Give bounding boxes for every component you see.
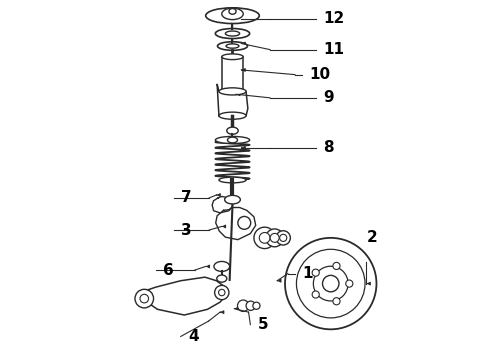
Circle shape (253, 302, 260, 309)
Text: 9: 9 (323, 90, 334, 105)
Circle shape (312, 269, 319, 276)
Ellipse shape (227, 127, 238, 134)
Polygon shape (222, 57, 243, 91)
Polygon shape (212, 197, 232, 213)
Circle shape (266, 229, 284, 247)
Ellipse shape (217, 275, 227, 282)
Ellipse shape (214, 261, 230, 271)
Circle shape (259, 233, 270, 243)
Text: 3: 3 (181, 222, 191, 238)
Ellipse shape (229, 9, 236, 14)
Circle shape (140, 294, 148, 303)
Circle shape (238, 216, 251, 229)
Circle shape (333, 298, 340, 305)
Text: 6: 6 (163, 262, 173, 278)
Circle shape (276, 231, 291, 245)
Ellipse shape (222, 8, 243, 19)
Text: 4: 4 (188, 329, 198, 344)
Circle shape (270, 233, 279, 242)
Circle shape (280, 234, 287, 242)
Circle shape (135, 289, 153, 308)
Circle shape (215, 285, 229, 300)
Text: 5: 5 (258, 317, 268, 332)
Circle shape (346, 280, 353, 287)
Circle shape (333, 262, 340, 270)
Ellipse shape (226, 44, 239, 48)
Circle shape (254, 227, 275, 249)
Circle shape (285, 238, 376, 329)
Ellipse shape (215, 136, 249, 144)
Circle shape (312, 291, 319, 298)
Text: 8: 8 (323, 140, 334, 156)
Text: 1: 1 (302, 266, 313, 281)
Circle shape (238, 300, 249, 311)
Ellipse shape (222, 54, 243, 60)
Ellipse shape (215, 28, 249, 39)
Text: 11: 11 (323, 42, 344, 57)
Ellipse shape (227, 137, 238, 143)
Circle shape (219, 289, 225, 296)
Text: 10: 10 (309, 67, 330, 82)
Ellipse shape (206, 8, 259, 23)
Polygon shape (138, 277, 226, 315)
Ellipse shape (222, 89, 243, 94)
Text: 12: 12 (323, 11, 345, 26)
Ellipse shape (225, 31, 240, 36)
Text: 2: 2 (367, 230, 377, 245)
Ellipse shape (219, 177, 246, 183)
Polygon shape (216, 207, 256, 240)
Ellipse shape (218, 42, 247, 50)
Ellipse shape (219, 112, 246, 119)
Polygon shape (217, 84, 248, 116)
Ellipse shape (219, 88, 246, 95)
Circle shape (296, 249, 365, 318)
Circle shape (322, 275, 339, 292)
Ellipse shape (224, 195, 241, 204)
Circle shape (314, 266, 348, 301)
Text: 7: 7 (181, 190, 191, 205)
Circle shape (246, 301, 255, 310)
